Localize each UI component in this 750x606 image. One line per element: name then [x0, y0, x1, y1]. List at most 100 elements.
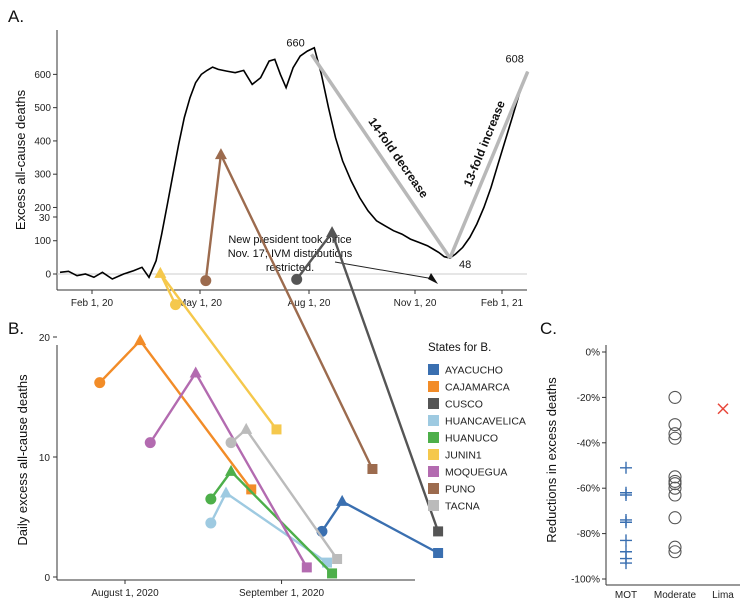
- panel-a-y-tick-label: 100: [34, 236, 51, 247]
- point-start-cusco: [291, 273, 303, 285]
- legend-label-moquegua: MOQUEGUA: [445, 467, 507, 479]
- point-end-tacna: [332, 554, 343, 564]
- panel-a-y-axis-title: Excess all-cause deaths: [13, 89, 28, 230]
- legend-swatch-huancavelica: [428, 415, 439, 426]
- point-start-puno: [200, 275, 212, 287]
- panel-a-president-note-line: Nov. 17; IVM distributions: [228, 248, 353, 260]
- panel-a-note-arrow-line: [334, 261, 435, 280]
- series-line-huanuco: [209, 469, 333, 575]
- moderate-point: [668, 390, 682, 404]
- point-end-huanuco: [327, 568, 338, 579]
- moderate-point: [668, 431, 682, 445]
- panel-c: C. 0% -20% -40% -60% -80% -100% MOT Moderate Lima…: [540, 319, 740, 601]
- point-start-moquegua: [144, 437, 156, 449]
- panel-c-y-tick-label: -40%: [577, 438, 600, 449]
- panel-a-x-tick-label: Feb 1, 21: [481, 298, 524, 309]
- panel-a-peak-label: 660: [286, 37, 304, 49]
- panel-b-x-tick-label: August 1, 2020: [91, 588, 159, 599]
- mot-point: [620, 489, 632, 502]
- point-start-tacna: [225, 437, 237, 449]
- legend-swatch-tacna: [428, 500, 439, 511]
- panel-b-y-tick-label: 20: [39, 333, 51, 344]
- panel-b-x-tick-label: September 1, 2020: [239, 588, 324, 599]
- legend-label-junin1: JUNIN1: [445, 450, 482, 462]
- series-line-cajamarca: [98, 338, 253, 491]
- panel-b-y-axis-title: Daily excess all-cause deaths: [15, 374, 30, 546]
- panel-a-trough-label: 48: [459, 259, 471, 271]
- point-end-cajamarca: [246, 484, 257, 495]
- panel-c-category-label: MOT: [615, 590, 637, 601]
- series-line-cusco: [295, 230, 440, 532]
- panel-b: B. 0 10 20 30 August 1, 2020 September 1, 2020…: [8, 148, 526, 599]
- panel-a-y-tick-label: 600: [34, 70, 51, 81]
- point-peak-huancavelica: [220, 486, 232, 498]
- panel-b-y-tick-label: 30: [39, 213, 51, 224]
- moderate-point: [668, 488, 682, 502]
- panel-c-y-tick-label: -100%: [571, 575, 600, 586]
- legend-swatch-ayacucho: [428, 364, 439, 375]
- panel-c-category-label: Lima: [712, 590, 734, 601]
- moderate-point: [668, 481, 682, 495]
- panel-a-president-note-line: New president took office: [228, 234, 351, 246]
- mot-point: [620, 516, 632, 529]
- legend-label-huancavelica: HUANCAVELICA: [445, 416, 526, 428]
- legend-label-puno: PUNO: [445, 484, 475, 496]
- panel-c-y-tick-label: -80%: [577, 529, 600, 540]
- panel-a-note-arrow-head: [428, 273, 438, 284]
- point-peak-moquegua: [189, 366, 202, 378]
- legend-label-ayacucho: AYACUCHO: [445, 365, 503, 377]
- panel-a-y-tick-label: 0: [45, 270, 51, 281]
- point-start-junin1: [170, 299, 181, 311]
- moderate-point: [668, 477, 682, 491]
- mot-point: [620, 557, 632, 570]
- panel-a-y-tick-label: 200: [34, 203, 51, 214]
- point-peak-cajamarca: [134, 334, 147, 346]
- panel-b-y-tick-label: 10: [39, 453, 51, 464]
- panel-a-x-tick-label: May 1, 20: [178, 298, 222, 309]
- point-end-huancavelica: [322, 557, 332, 568]
- panel-a: A. 0 100 200 300 400 500 600 Feb 1, 20 May 1, 20 A…: [8, 7, 530, 309]
- panel-a-y-tick-label: 300: [34, 170, 51, 181]
- legend-label-huanuco: HUANUCO: [445, 433, 498, 445]
- panel-c-y-tick-label: -60%: [577, 484, 600, 495]
- panel-c-y-tick-label: -20%: [577, 393, 600, 404]
- panel-a-x-tick-label: Nov 1, 20: [394, 298, 437, 309]
- point-start-huancavelica: [205, 517, 217, 529]
- panel-c-y-tick-label: 0%: [586, 348, 601, 359]
- moderate-point: [668, 511, 682, 525]
- moderate-point: [668, 470, 682, 484]
- mot-point: [620, 534, 632, 547]
- point-end-puno: [367, 464, 378, 474]
- point-peak-huanuco: [225, 464, 238, 476]
- panel-a-y-tick-label: 400: [34, 136, 51, 147]
- panel-a-decrease-trend-line: [310, 53, 452, 260]
- panel-b-legend-title: States for B.: [428, 342, 491, 354]
- point-end-cusco: [433, 526, 444, 537]
- legend-label-cusco: CUSCO: [445, 399, 483, 411]
- point-peak-tacna: [240, 422, 253, 434]
- panel-a-label: A.: [8, 7, 24, 26]
- panel-a-y-tick-label: 500: [34, 103, 51, 114]
- panel-a-x-tick-label: Aug 1, 20: [288, 298, 331, 309]
- legend-swatch-cajamarca: [428, 381, 439, 392]
- panel-a-end-label: 608: [506, 54, 524, 66]
- legend-label-tacna: TACNA: [445, 501, 480, 513]
- moderate-point: [668, 418, 682, 432]
- panel-c-y-axis-title: Reductions in excess deaths: [544, 377, 559, 543]
- point-end-junin1: [271, 424, 282, 435]
- panel-c-category-label: Moderate: [654, 590, 697, 601]
- moderate-point: [668, 545, 682, 559]
- legend-label-cajamarca: CAJAMARCA: [445, 382, 510, 394]
- moderate-point: [668, 427, 682, 441]
- lima-point: [717, 403, 729, 415]
- panel-b-label: B.: [8, 319, 24, 338]
- point-start-cajamarca: [94, 377, 106, 389]
- legend-swatch-huanuco: [428, 432, 439, 443]
- point-peak-ayacucho: [336, 494, 349, 506]
- point-peak-junin1: [154, 266, 167, 278]
- series-line-ayacucho: [320, 499, 439, 555]
- legend-swatch-moquegua: [428, 466, 439, 477]
- panel-b-y-tick-label: 0: [44, 573, 50, 584]
- point-peak-cusco: [326, 226, 339, 238]
